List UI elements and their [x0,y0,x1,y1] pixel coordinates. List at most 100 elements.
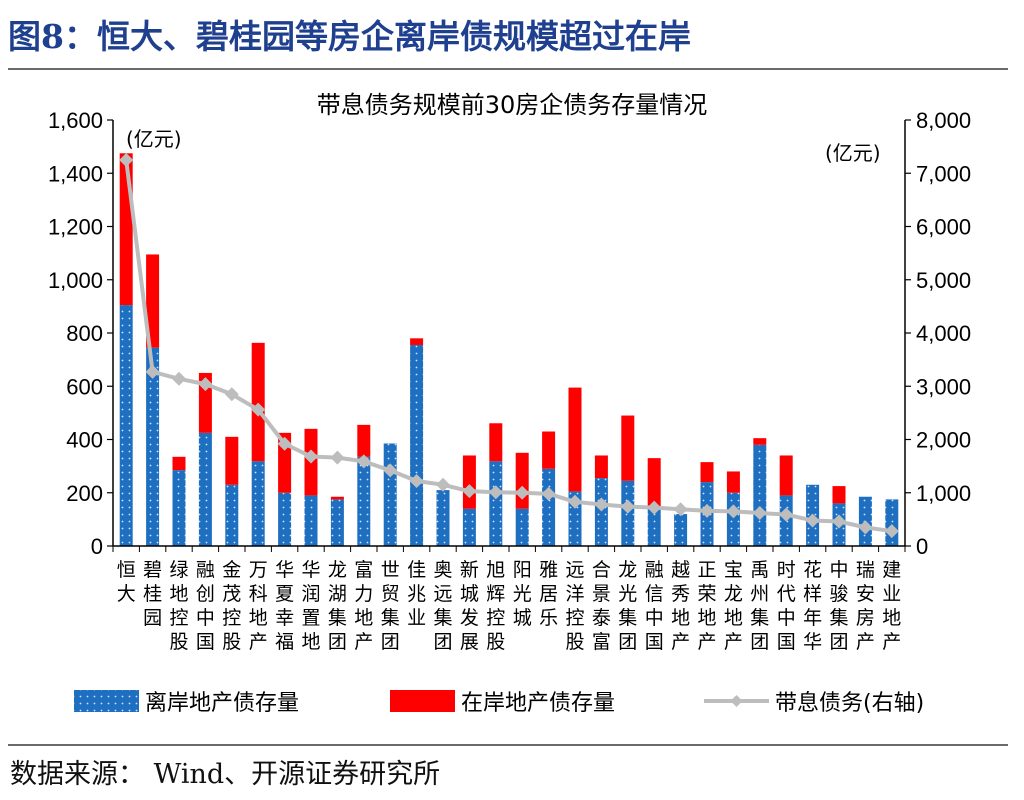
bar-offshore [225,484,239,546]
bar-offshore [885,499,899,546]
right-axis-unit: (亿元) [825,141,881,165]
left-axis-unit: (亿元) [126,127,182,151]
left-tick-label: 600 [66,374,103,399]
bar-offshore [146,347,160,546]
category-labels: 恒大碧桂园绿地控股融创中国金茂控股万科地产华夏幸福华润置地龙湖集团富力地产世贸集… [117,559,902,653]
bar-offshore [410,344,424,546]
line-point [779,507,794,522]
right-tick-label: 3,000 [916,374,971,399]
line-point [330,450,345,465]
left-tick-label: 1,200 [48,215,103,240]
bar-onshore [621,415,635,481]
category-label: 正荣地产 [697,559,716,653]
bar-offshore [251,461,265,546]
line-point [541,486,556,501]
right-tick-label: 7,000 [916,161,971,186]
category-label: 奥远集团 [433,559,452,653]
category-label: 远洋控股 [565,559,584,653]
line-point [805,513,820,528]
legend-label-offshore: 离岸地产债存量 [145,691,299,716]
category-label: 越秀地产 [671,559,690,653]
bar-onshore [779,455,793,496]
bar-offshore [594,478,608,546]
line-point [752,505,767,520]
left-tick-label: 0 [91,534,103,559]
top-rule [8,68,1008,70]
line-point [647,500,662,515]
category-label: 恒大 [117,559,136,605]
chart: 带息债务规模前30房企债务存量情况 (亿元) (亿元) 0 200 400 600 80… [48,91,971,716]
line-series-group [119,152,899,539]
bar-onshore [542,431,556,469]
left-tick-label: 1,000 [48,268,103,293]
category-label: 阳光城 [513,559,532,629]
category-label: 万科地产 [249,559,268,653]
bar-offshore [119,305,133,546]
right-tick-label: 5,000 [916,268,971,293]
bar-offshore [726,492,740,546]
line-point [700,503,714,518]
line-point [277,436,292,451]
line-point [832,514,846,529]
left-tick-label: 400 [66,428,103,453]
line-point [172,371,186,386]
line-point [251,402,266,417]
line-point [884,524,899,539]
bar-offshore [753,444,767,546]
category-label: 华润置地 [301,559,320,653]
bar-onshore [594,455,608,479]
bar-onshore [251,342,265,462]
right-tick-label: 2,000 [916,428,971,453]
line-point [726,504,741,519]
axes-group: 0 200 400 600 800 1,000 1,200 1,400 1,600 0 1,000 2… [48,108,971,559]
bar-offshore [357,456,371,546]
category-label: 世贸集团 [381,559,400,653]
category-label: 中骏集团 [829,559,848,653]
category-label: 瑞安房产 [856,559,875,653]
right-tick-label: 4,000 [916,321,971,346]
category-label: 华夏幸福 [275,559,294,653]
line-point [568,494,582,509]
bar-onshore [568,387,582,492]
line-point [858,520,873,535]
category-label: 时代中国 [777,559,796,653]
line-point [383,463,398,478]
bar-onshore [410,338,424,345]
bar-onshore [832,486,846,504]
category-label: 富力地产 [354,559,373,653]
legend: 离岸地产债存量 在岸地产债存量 带息债务(右轴) [74,690,924,716]
bar-offshore [489,461,503,546]
line-point [515,485,530,500]
category-label: 花样年华 [803,559,822,653]
line-point [488,485,503,500]
bar-offshore [330,499,344,546]
bar-onshore [357,424,371,457]
category-label: 佳兆业 [407,559,426,629]
line-point [224,387,239,402]
category-label: 碧桂园 [143,559,162,629]
bar-offshore [647,508,661,546]
bar-onshore [647,458,661,509]
bar-offshore [278,492,292,546]
category-label: 金茂控股 [222,559,241,653]
bar-offshore [198,432,212,546]
line-point [594,497,609,512]
left-tick-label: 200 [66,481,103,506]
category-label: 建业地产 [882,559,901,653]
legend-swatch-marker [730,695,743,707]
legend-label-onshore: 在岸地产债存量 [461,691,615,716]
left-tick-label: 1,400 [48,161,103,186]
bar-offshore [542,468,556,546]
line-point [304,449,318,464]
right-tick-label: 1,000 [916,481,971,506]
category-label: 龙光集团 [618,559,637,653]
line-point [119,152,134,167]
bar-offshore [674,514,688,546]
bar-onshore [278,432,292,493]
line-point [198,377,213,392]
bar-onshore [700,462,714,483]
bar-offshore [515,508,529,546]
category-label: 宝龙地产 [724,559,743,653]
line-point [620,499,635,514]
figure-title: 图8：恒大、碧桂园等房企离岸债规模超过在岸 [8,17,691,56]
